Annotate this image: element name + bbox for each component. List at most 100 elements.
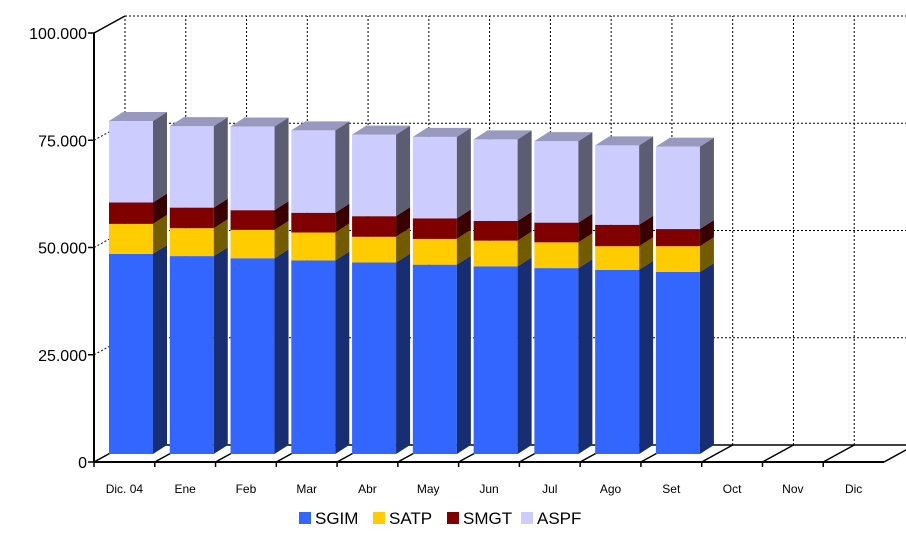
bar-side-satp [396, 227, 411, 263]
bar-segment-sgim [655, 271, 700, 454]
bar-stack [595, 136, 654, 454]
bar-segment-satp [655, 246, 700, 272]
legend-label: SMGT [463, 509, 512, 528]
bar-segment-satp [534, 242, 579, 269]
legend-label: SATP [389, 509, 432, 528]
bar-stack [230, 117, 289, 454]
bar-segment-sgim [473, 266, 518, 454]
legend-item-sgim: SGIM [299, 509, 358, 528]
x-tick-label: Oct [723, 482, 742, 496]
bar-segment-sgim [352, 262, 397, 454]
bar-stack [169, 117, 228, 454]
bar-top-aspf [230, 117, 289, 127]
bar-segment-satp [291, 232, 336, 261]
bar-segment-smgt [109, 202, 153, 224]
bar-side-satp [213, 219, 228, 257]
legend-item-aspf: ASPF [521, 509, 581, 528]
bar-side-smgt [335, 203, 350, 233]
bar-side-sgim [456, 255, 471, 454]
legend-swatch [299, 512, 311, 524]
bar-top-aspf [291, 121, 350, 131]
bar-segment-aspf [291, 130, 336, 213]
y-axis-tick-labels: 0 25.000 50.000 75.000 100.000 [29, 26, 94, 472]
bar-side-sgim [335, 251, 350, 454]
bar-segment-smgt [473, 220, 518, 241]
legend-item-smgt: SMGT [447, 509, 512, 528]
bar-segment-satp [230, 229, 275, 259]
bar-side-aspf [274, 117, 289, 211]
bar-segment-sgim [109, 253, 153, 454]
bar-side-smgt [699, 220, 714, 247]
bar-segment-aspf [169, 126, 214, 208]
bar-segment-smgt [412, 218, 457, 239]
bar-side-satp [153, 214, 167, 254]
bar-segment-satp [473, 240, 518, 267]
bar-segment-smgt [655, 229, 700, 247]
bar-side-sgim [578, 259, 593, 454]
bar-side-aspf [639, 136, 654, 225]
bar-segment-smgt [291, 212, 336, 233]
bar-side-satp [456, 229, 471, 265]
bar-side-satp [578, 233, 593, 269]
floor-gridline [883, 449, 906, 463]
bar-side-sgim [699, 262, 714, 454]
top-depth-edge [93, 15, 126, 34]
bar-side-satp [517, 231, 532, 267]
bar-side-aspf [699, 137, 714, 230]
x-tick-label: Set [662, 482, 681, 496]
x-tick-label: Feb [236, 482, 257, 496]
y-tick-label: 75.000 [38, 133, 87, 150]
bar-stack [655, 137, 714, 454]
bar-segment-aspf [109, 120, 153, 203]
bar-side-aspf [456, 127, 471, 219]
bar-side-aspf [213, 117, 228, 208]
bar-stack [412, 127, 471, 454]
bar-segment-smgt [534, 222, 579, 243]
x-tick-label: Ene [174, 482, 196, 496]
bar-segment-smgt [595, 224, 640, 247]
bar-side-smgt [274, 201, 289, 230]
bar-segment-sgim [169, 256, 214, 454]
bar-segment-satp [169, 228, 214, 257]
bar-segment-satp [352, 236, 397, 263]
x-tick-label: May [417, 482, 440, 496]
y-tick-label: 100.000 [29, 26, 87, 43]
bar-segment-sgim [595, 269, 640, 454]
x-tick-label: Jul [542, 482, 557, 496]
bar-top-aspf [655, 137, 714, 147]
bar-segment-sgim [534, 268, 579, 454]
bar-segment-aspf [230, 126, 275, 211]
y-tick-label: 50.000 [38, 241, 87, 258]
bar-side-satp [699, 237, 714, 272]
bar-top-aspf [412, 127, 471, 137]
bar-top-aspf [109, 111, 167, 121]
bar-segment-satp [412, 238, 457, 265]
bar-segment-smgt [352, 216, 397, 237]
bar-stack [473, 130, 532, 454]
y-tick-label: 0 [78, 455, 87, 472]
bar-stack [291, 121, 350, 454]
bar-top-aspf [473, 130, 532, 140]
x-tick-label: Dic [845, 482, 862, 496]
bar-side-smgt [639, 215, 654, 247]
bar-side-smgt [213, 198, 228, 229]
bar-side-aspf [578, 132, 593, 223]
x-axis-tick-labels: Dic. 04 Ene Feb Mar Abr May Jun Jul Ago Set Oct Nov… [93, 462, 862, 496]
floor-gridline [822, 444, 855, 463]
bar-segment-aspf [412, 136, 457, 219]
bar-segment-sgim [412, 264, 457, 454]
bar-side-satp [335, 223, 350, 261]
x-tick-label: Jun [479, 482, 498, 496]
legend-swatch [447, 512, 459, 524]
bar-segment-satp [595, 246, 640, 270]
bar-side-aspf [396, 125, 411, 217]
bar-side-aspf [517, 130, 532, 221]
bar-side-aspf [153, 111, 167, 203]
bar-stack [109, 111, 167, 454]
x-tick-label: Dic. 04 [106, 482, 144, 496]
bar-top-aspf [595, 136, 654, 146]
bar-side-smgt [578, 213, 593, 243]
bar-segment-smgt [230, 210, 275, 230]
bar-side-sgim [396, 253, 411, 454]
bar-top-aspf [352, 125, 411, 135]
